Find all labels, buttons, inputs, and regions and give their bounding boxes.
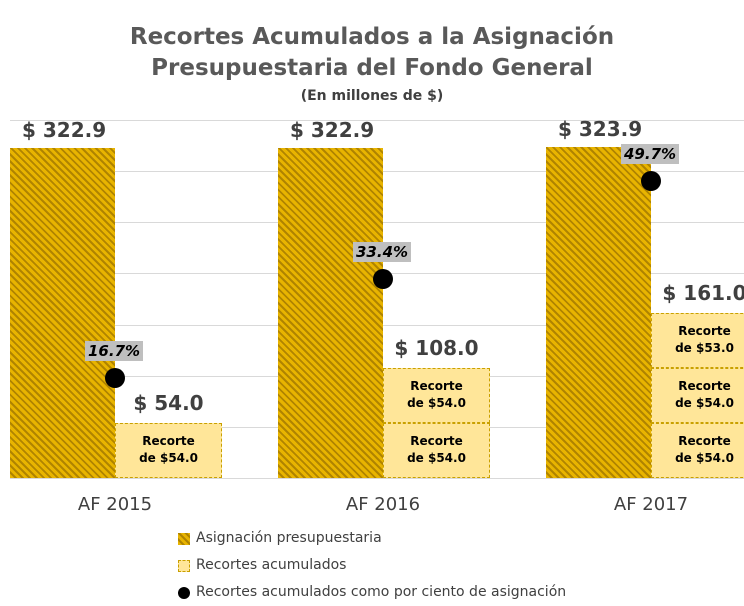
bar: [546, 146, 651, 478]
data-label: $ 322.9: [290, 117, 375, 142]
legend-swatch: [178, 587, 190, 599]
point-label: 16.7%: [85, 341, 144, 362]
stack-segment: Recorte de $54.0: [651, 367, 744, 423]
stack-segment: Recorte de $54.0: [383, 422, 490, 478]
stack-segment: Recorte de $53.0: [651, 313, 744, 368]
legend-swatch: [178, 533, 190, 545]
chart-subtitle: (En millones de $): [300, 88, 444, 104]
point-label: 33.4%: [353, 241, 412, 262]
chart-title: Recortes Acumulados a la Asignación Pres…: [129, 24, 615, 81]
legend-label: Recortes acumulados como por ciento de a…: [196, 584, 567, 600]
stack-segment: Recorte de $54.0: [651, 422, 744, 478]
data-label: $ 323.9: [558, 116, 643, 141]
grid-line: [10, 120, 744, 121]
total-label: $ 108.0: [394, 335, 479, 360]
data-label: $ 322.9: [22, 117, 107, 142]
stack-segment: Recorte de $54.0: [383, 367, 490, 423]
x-tick-label: AF 2016: [345, 494, 421, 515]
legend-swatch: [178, 560, 190, 572]
stack-segment: Recorte de $54.0: [115, 422, 222, 478]
legend-label: Recortes acumulados: [196, 557, 347, 573]
x-tick-label: AF 2015: [77, 494, 153, 515]
legend-label: Asignación presupuestaria: [196, 530, 382, 546]
bar: [278, 147, 383, 478]
total-label: $ 54.0: [133, 390, 204, 415]
point: [373, 268, 393, 289]
point: [105, 368, 125, 389]
x-tick-label: AF 2017: [613, 494, 689, 515]
total-label: $ 161.0: [662, 281, 744, 306]
grid-line: [10, 478, 744, 479]
point-label: 49.7%: [621, 144, 680, 165]
bar: [10, 147, 115, 478]
point: [641, 171, 661, 192]
